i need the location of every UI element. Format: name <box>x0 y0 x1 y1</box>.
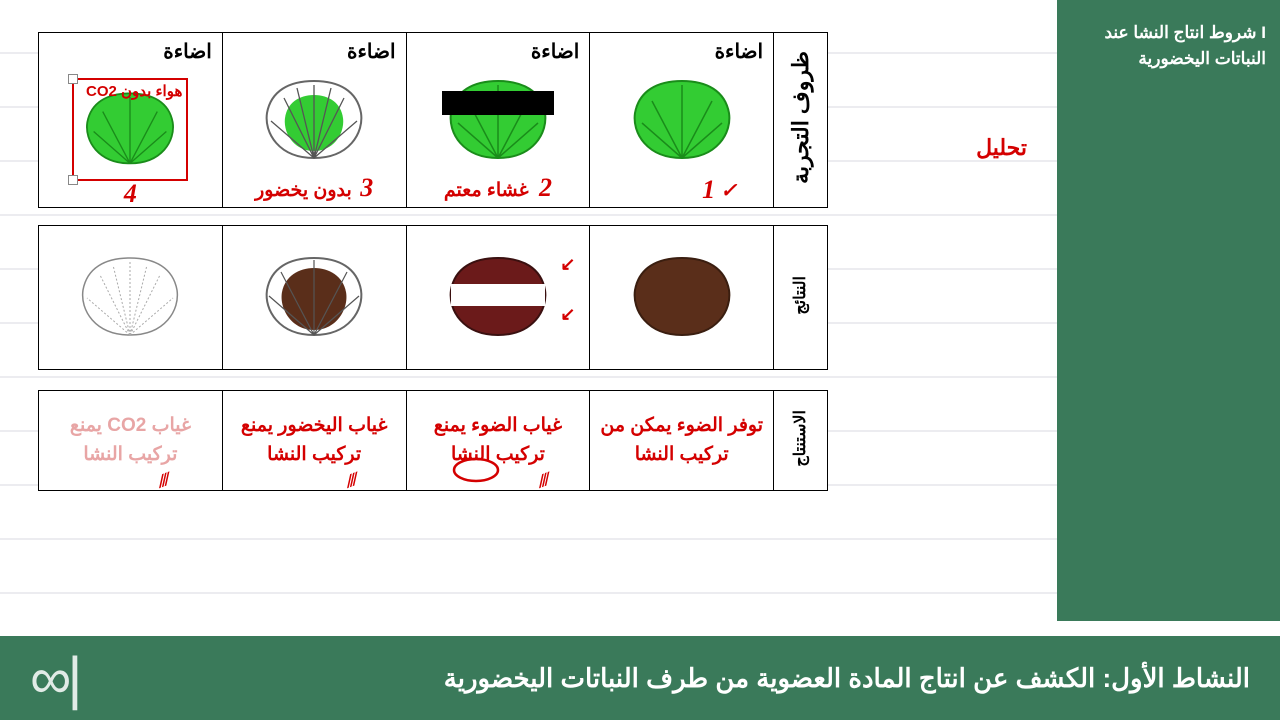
circle-mark <box>451 456 501 484</box>
cell-2-3 <box>222 226 406 370</box>
conclusions-table: الاستنتاج توفر الضوء يمكن من تركيب النشا… <box>38 390 828 491</box>
handle-icon <box>68 74 78 84</box>
cell-2-4 <box>39 226 223 370</box>
leaf-brown-center <box>259 250 369 340</box>
num-2: 2 <box>539 173 552 202</box>
concl-2: غياب الضوء يمنع تركيب النشا <box>406 391 590 491</box>
main-area: تحليل ظروف التجربة اضاءة 1 ✓ اضاءة <box>0 0 1057 621</box>
divider <box>0 621 1280 636</box>
results-table: النتائج ↙ ↙ <box>38 225 828 370</box>
cell-2-1 <box>590 226 774 370</box>
row1-header: ظروف التجربة <box>774 33 828 208</box>
leaf-brown-full <box>627 250 737 340</box>
cond-label-2: اضاءة <box>531 39 580 64</box>
leaf-green-2 <box>443 73 553 163</box>
concl-4: غياب CO2 يمنع تركيب النشا <box>39 391 223 491</box>
row3-header: الاستنتاج <box>774 391 828 491</box>
sidebar-title: I شروط انتاج النشا عند النباتات اليخضوري… <box>1071 20 1266 71</box>
num-4: 4 <box>124 179 137 209</box>
cond-label-1: اضاءة <box>715 39 764 64</box>
extra-2: غشاء معتم <box>444 180 529 201</box>
analysis-label: تحليل <box>976 135 1027 161</box>
conditions-table: ظروف التجربة اضاءة 1 ✓ اضاءة 2 <box>38 32 828 208</box>
cell-1-4: اضاءة هواء بدون CO2 4 <box>39 33 223 208</box>
concl-3: غياب اليخضور يمنع تركيب النشا <box>222 391 406 491</box>
cond-label-4: اضاءة <box>163 39 212 64</box>
cell-2-2: ↙ ↙ <box>406 226 590 370</box>
co2-box: هواء بدون CO2 <box>72 78 188 181</box>
concl-1: توفر الضوء يمكن من تركيب النشا <box>590 391 774 491</box>
cell-1-1: اضاءة 1 ✓ <box>590 33 774 208</box>
num-3: 3 <box>360 173 373 202</box>
handle-icon <box>68 175 78 185</box>
arrow-mark: ↙ <box>560 254 575 275</box>
leaf-variegated <box>259 73 369 163</box>
footer-text: النشاط الأول: الكشف عن انتاج المادة العض… <box>78 663 1250 694</box>
num-1: 1 <box>702 175 715 205</box>
leaf-brown-stripe <box>443 250 553 340</box>
leaf-green-1 <box>627 73 737 163</box>
row2-header: النتائج <box>774 226 828 370</box>
leaf-white <box>75 250 185 340</box>
sidebar: I شروط انتاج النشا عند النباتات اليخضوري… <box>1057 0 1280 621</box>
arrow-mark: ↙ <box>560 304 575 325</box>
extra-3: بدون يخضور <box>255 180 352 201</box>
opaque-cover <box>442 91 554 115</box>
footer: النشاط الأول: الكشف عن انتاج المادة العض… <box>0 636 1280 720</box>
co2-label: هواء بدون CO2 <box>86 82 182 100</box>
cond-label-3: اضاءة <box>347 39 396 64</box>
cell-1-3: اضاءة 3 بدون يخضور <box>222 33 406 208</box>
cell-1-2: اضاءة 2 غشاء معتم <box>406 33 590 208</box>
logo-icon: |∞ <box>30 645 78 712</box>
